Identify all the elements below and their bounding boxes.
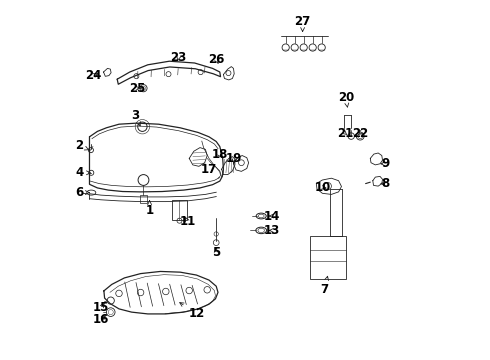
- Text: 18: 18: [212, 148, 228, 161]
- Text: 12: 12: [180, 303, 204, 320]
- Text: 21: 21: [337, 127, 353, 140]
- Bar: [310, 236, 346, 279]
- Text: 27: 27: [294, 15, 311, 31]
- Text: 13: 13: [264, 224, 280, 237]
- Text: 7: 7: [320, 276, 328, 296]
- Text: 2: 2: [75, 139, 89, 152]
- Text: 15: 15: [93, 301, 109, 314]
- Text: 20: 20: [338, 91, 354, 107]
- Text: 14: 14: [264, 210, 280, 222]
- Text: 17: 17: [201, 163, 217, 176]
- Text: 16: 16: [93, 313, 109, 326]
- Text: 11: 11: [179, 215, 196, 228]
- Text: 9: 9: [381, 157, 390, 170]
- Text: 26: 26: [208, 53, 224, 66]
- Text: 1: 1: [146, 201, 154, 217]
- Text: 23: 23: [171, 51, 187, 64]
- Text: 6: 6: [75, 186, 89, 199]
- Text: 19: 19: [226, 152, 243, 165]
- Text: 24: 24: [86, 69, 102, 82]
- Text: 5: 5: [212, 246, 220, 258]
- Bar: [140, 195, 147, 203]
- Text: 3: 3: [131, 109, 140, 126]
- Text: 8: 8: [381, 177, 390, 190]
- Text: 22: 22: [352, 127, 368, 140]
- Text: 25: 25: [129, 82, 145, 95]
- Text: 4: 4: [75, 166, 90, 179]
- Bar: [172, 200, 187, 220]
- Text: 10: 10: [314, 181, 331, 194]
